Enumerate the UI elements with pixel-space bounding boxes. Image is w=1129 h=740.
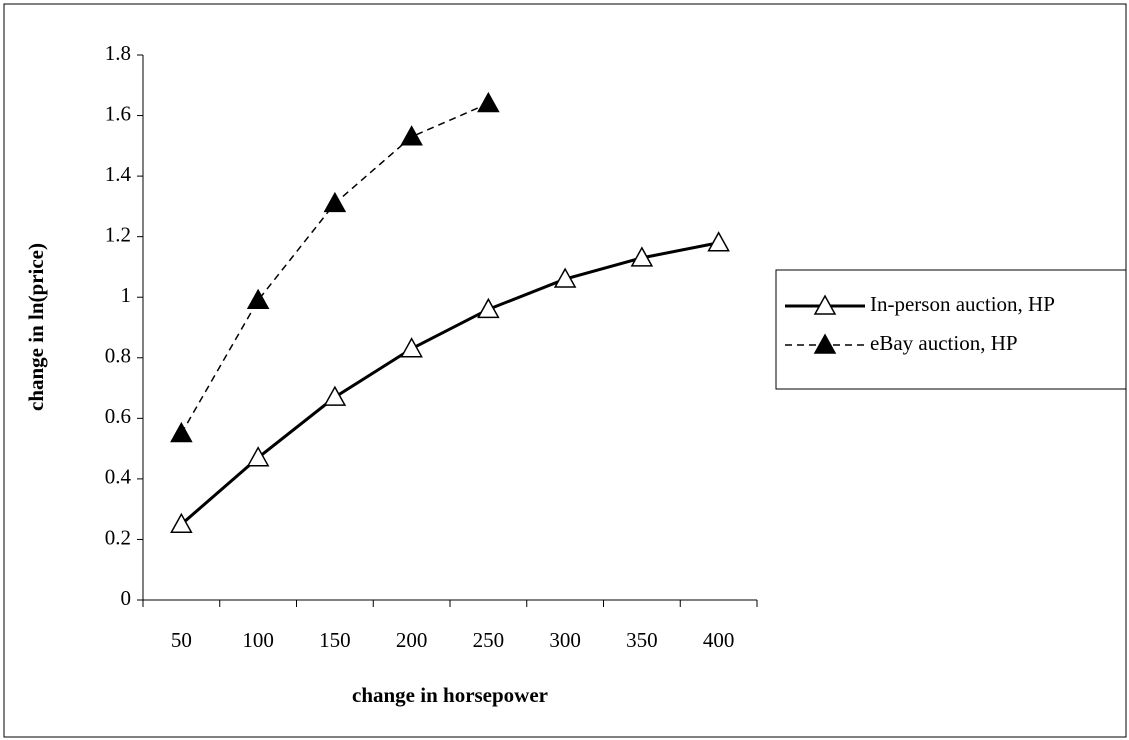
point-marker [246, 446, 270, 467]
x-tick-label: 200 [396, 628, 428, 652]
y-tick-label: 1.2 [105, 222, 131, 246]
y-tick-label: 0.4 [105, 465, 132, 489]
point-marker [400, 337, 423, 358]
y-axis-label: change in ln(price) [24, 243, 48, 411]
legend-marker [813, 333, 837, 354]
legend-label: eBay auction, HP [870, 331, 1018, 355]
y-tick-label: 1.8 [105, 41, 131, 65]
x-tick-label: 150 [319, 628, 351, 652]
point-marker [553, 267, 577, 288]
legend-box [775, 269, 1127, 390]
y-tick-label: 0 [121, 586, 132, 610]
point-marker [170, 421, 193, 443]
point-marker [246, 288, 270, 309]
point-marker [323, 191, 347, 213]
legend-label: In-person auction, HP [870, 292, 1055, 316]
x-axis-label: change in horsepower [352, 683, 548, 707]
point-marker [400, 125, 423, 146]
point-marker [477, 297, 500, 319]
point-marker [477, 91, 500, 113]
y-tick-label: 1 [121, 283, 132, 307]
x-tick-label: 250 [473, 628, 505, 652]
y-tick-label: 0.2 [105, 525, 131, 549]
y-tick-label: 1.6 [105, 101, 131, 125]
x-tick-label: 400 [703, 628, 735, 652]
point-marker [707, 231, 730, 252]
x-tick-label: 50 [171, 628, 192, 652]
legend-marker [813, 294, 837, 315]
x-tick-label: 350 [626, 628, 658, 652]
y-tick-label: 0.6 [105, 404, 131, 428]
series-line [180, 241, 719, 526]
point-marker [630, 246, 654, 267]
y-tick-label: 0.8 [105, 344, 131, 368]
point-marker [170, 512, 193, 534]
x-tick-label: 300 [549, 628, 581, 652]
y-tick-label: 1.4 [105, 162, 132, 186]
x-tick-label: 100 [242, 628, 274, 652]
point-marker [323, 385, 347, 406]
